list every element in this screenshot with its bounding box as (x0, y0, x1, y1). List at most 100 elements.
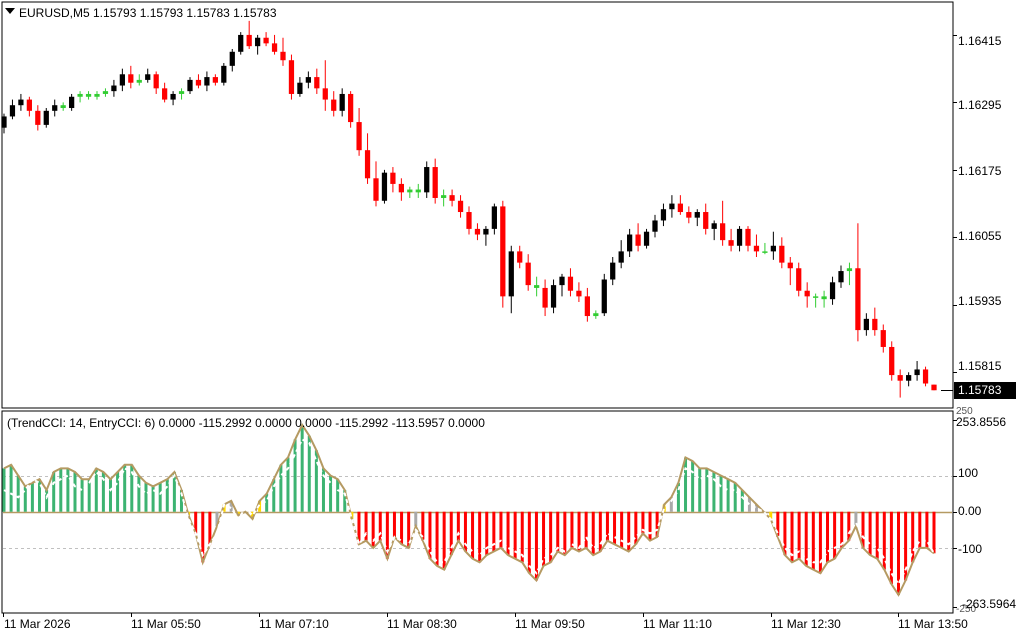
candle-body (102, 91, 109, 94)
cci-histogram-bar (698, 468, 702, 512)
cci-histogram-bar (94, 468, 98, 512)
indicator-axis-ticks (953, 420, 957, 608)
cci-histogram-bar (705, 468, 709, 512)
candle-body (703, 212, 709, 229)
candle-body (762, 251, 768, 253)
candle-body (407, 189, 413, 193)
candle-body (457, 200, 464, 213)
candle-body (550, 285, 557, 308)
candle-body (60, 105, 66, 109)
candle-body (855, 268, 861, 331)
candle-body (35, 110, 41, 125)
candle-body (339, 93, 345, 111)
candle-body (43, 110, 49, 125)
candle-body (610, 262, 616, 280)
indicator-axis-label: 0.00 (958, 504, 982, 518)
candle-body (238, 34, 244, 52)
cci-histogram-bar (300, 425, 304, 512)
price-axis-label: 1.15935 (958, 294, 1002, 308)
cci-histogram-bar (854, 511, 858, 527)
triangle-down-icon[interactable] (5, 8, 15, 14)
cci-histogram-bar (456, 511, 460, 541)
cci-histogram-bar (790, 511, 794, 563)
candle-body (119, 74, 125, 86)
candle-body (364, 150, 371, 179)
cci-histogram-bar (215, 511, 219, 527)
cci-histogram-bar (321, 468, 325, 512)
cci-histogram-bar (918, 511, 922, 548)
candle-body (931, 384, 937, 391)
candle-body (508, 251, 514, 297)
candle-body (229, 51, 235, 66)
cci-histogram-bar (108, 479, 112, 512)
candle-body (136, 79, 142, 83)
candle-body (838, 271, 844, 283)
candle-body (711, 223, 717, 229)
candle-body (441, 195, 447, 198)
candle-body (69, 96, 75, 109)
time-axis-label: 11 Mar 2026 (4, 617, 71, 631)
candle-body (483, 228, 489, 235)
time-axis-label: 11 Mar 13:50 (898, 617, 968, 631)
cci-histogram-bar (925, 511, 929, 548)
cci-histogram-bar (634, 511, 638, 545)
cci-histogram-bar (371, 511, 375, 548)
candle-body (314, 77, 320, 89)
candle-body (356, 122, 362, 151)
cci-histogram-bar (130, 464, 134, 512)
candle-body (880, 330, 886, 347)
cci-histogram-bar (478, 511, 482, 563)
candle-body (770, 245, 776, 252)
indicator-axis-label: -100 (958, 542, 983, 556)
candle-body (846, 268, 853, 272)
cci-histogram-bar (485, 511, 489, 556)
candle-body (728, 240, 734, 246)
cci-histogram-bar (904, 511, 908, 581)
cci-histogram-bar (627, 511, 631, 552)
cci-histogram-bar (669, 497, 673, 512)
candle-body (796, 268, 802, 291)
cci-histogram-bar (378, 511, 382, 541)
cci-histogram-bar (613, 511, 617, 545)
cci-histogram-bar (719, 475, 723, 512)
cci-histogram-bar (797, 511, 801, 559)
candle-body (178, 91, 185, 94)
cci-histogram-bar (222, 504, 226, 512)
cci-histogram-bar (648, 511, 652, 541)
cci-histogram-bar (463, 511, 467, 552)
cci-histogram-bar (598, 511, 602, 552)
candle-body (677, 203, 683, 213)
cci-histogram-bar (357, 511, 361, 545)
cci-histogram-bar (201, 511, 205, 563)
candle-body (779, 245, 785, 263)
time-axis-label: 11 Mar 12:30 (771, 617, 841, 631)
candle-body (381, 172, 388, 201)
candle-body (255, 37, 261, 47)
cci-histogram-bar (676, 482, 680, 512)
cci-histogram-bar (364, 511, 368, 541)
cci-histogram-bar (265, 493, 269, 512)
cci-lines (3, 422, 935, 597)
cci-histogram-bar (492, 511, 496, 552)
candle-body (280, 51, 286, 61)
cci-histogram-bar (826, 511, 830, 563)
candle-body (170, 93, 176, 100)
cci-histogram-bar (392, 511, 396, 538)
candle-body (297, 82, 303, 94)
candle-body (145, 74, 151, 80)
cci-histogram-bar (37, 479, 41, 512)
cci-histogram-bar (421, 511, 425, 541)
candle-body (52, 105, 58, 111)
cci-histogram-bar (250, 511, 254, 519)
cci-histogram-bar (833, 511, 837, 559)
cci-histogram-bar (897, 511, 901, 595)
candle-body (584, 296, 590, 317)
time-axis-label: 11 Mar 11:10 (643, 617, 712, 631)
candle-body (804, 290, 810, 297)
cci-histogram-bar (520, 511, 524, 563)
cci-histogram-bar (116, 471, 120, 512)
candle-body (424, 167, 430, 193)
candle-body (635, 234, 641, 246)
candle-body (914, 369, 920, 376)
candle-body (787, 262, 793, 269)
